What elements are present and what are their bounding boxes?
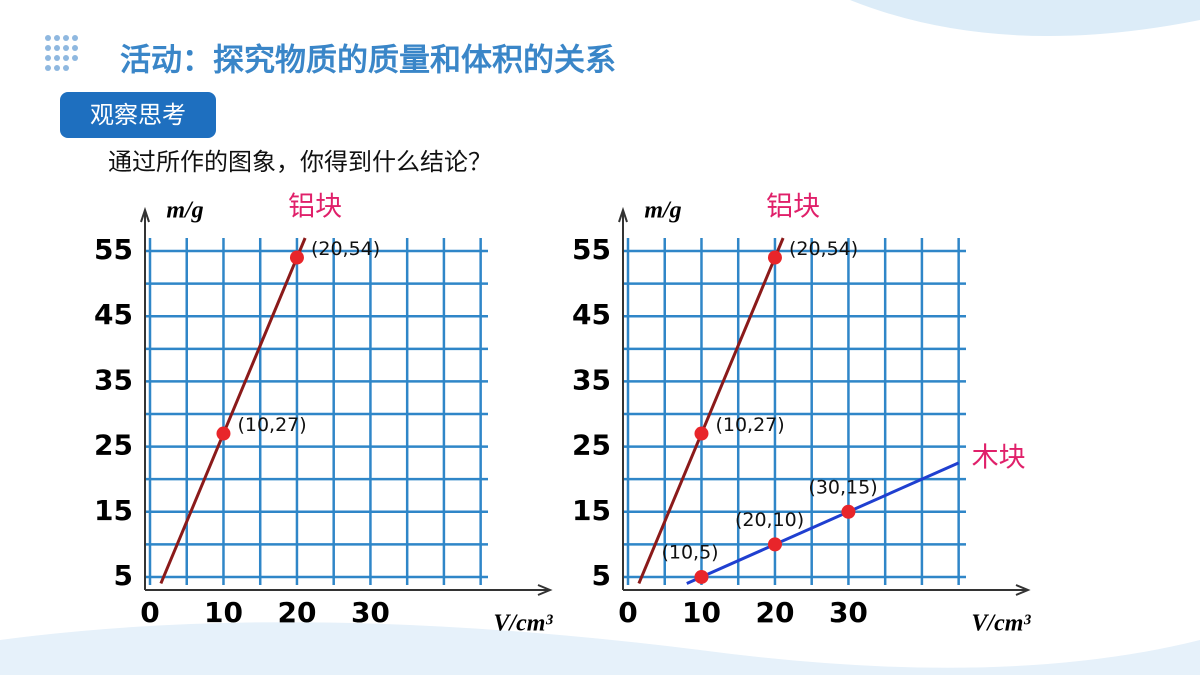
title: 活动：探究物质的质量和体积的关系 (120, 43, 616, 79)
x-tick-label: 20 (755, 596, 794, 629)
y-tick-label: 35 (94, 363, 133, 396)
series-label: 铝块 (766, 192, 820, 223)
decoration (850, 0, 1200, 36)
y-axis (140, 206, 150, 590)
data-point (289, 250, 304, 265)
data-point (216, 426, 231, 441)
question: 通过所作的图象，你得到什么结论？ (108, 148, 492, 176)
data-point (767, 537, 782, 552)
y-tick-label: 45 (94, 298, 133, 331)
y-tick-label: 5 (592, 559, 611, 592)
x-tick-label: 0 (140, 596, 159, 629)
fit-line (686, 461, 960, 585)
x-tick-label: 10 (682, 596, 721, 629)
y-tick-label: 25 (94, 429, 133, 462)
series-label: 铝块 (288, 192, 342, 223)
value-label: (10,27) (237, 414, 306, 436)
y-axis-label: m/g (644, 198, 681, 224)
series-label: 木块 (972, 442, 1026, 473)
y-axis (618, 206, 628, 590)
value-label: (10,27) (715, 414, 784, 436)
value-label: (10,5) (661, 541, 718, 563)
data-point (694, 569, 709, 584)
x-axis-label: V/cm³ (971, 611, 1031, 637)
y-tick-label: 15 (572, 494, 611, 527)
x-tick-label: 0 (618, 596, 637, 629)
x-tick-label: 30 (829, 596, 868, 629)
y-tick-label: 25 (572, 429, 611, 462)
x-tick-label: 20 (277, 596, 316, 629)
value-label: (30,15) (808, 476, 877, 498)
value-label: (20,10) (735, 509, 804, 531)
x-tick-label: 10 (204, 596, 243, 629)
y-tick-label: 15 (94, 494, 133, 527)
data-point (767, 250, 782, 265)
value-label: (20,54) (311, 238, 380, 260)
tag-box (60, 92, 216, 138)
y-tick-label: 55 (94, 233, 133, 266)
tag: 观察思考 (90, 101, 186, 129)
y-tick-label: 55 (572, 233, 611, 266)
data-point (694, 426, 709, 441)
x-axis (145, 584, 553, 596)
y-tick-label: 5 (114, 559, 133, 592)
value-label: (20,54) (789, 238, 858, 260)
decoration (0, 622, 1200, 675)
x-tick-label: 30 (351, 596, 390, 629)
data-point (841, 504, 856, 519)
dots-icon (45, 35, 78, 71)
x-axis-label: V/cm³ (493, 611, 553, 637)
fit-line (159, 237, 307, 585)
x-axis (623, 584, 1031, 596)
y-tick-label: 35 (572, 363, 611, 396)
fit-line (637, 237, 785, 585)
y-axis-label: m/g (166, 198, 203, 224)
y-tick-label: 45 (572, 298, 611, 331)
